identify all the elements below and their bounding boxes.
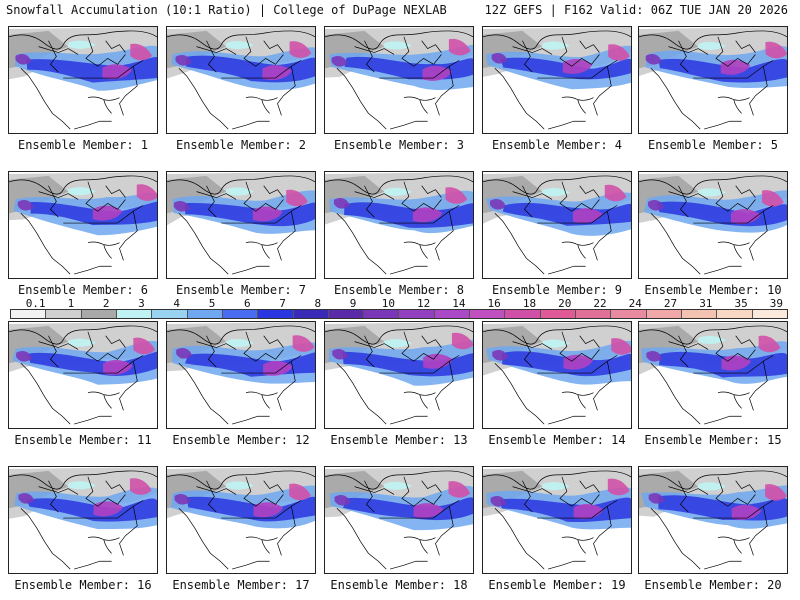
colorbar-swatch [681, 310, 718, 318]
snowfall-map [324, 466, 474, 574]
member-label: Ensemble Member: 19 [488, 578, 626, 592]
member-label: Ensemble Member: 13 [330, 433, 468, 447]
snowfall-map [638, 171, 788, 279]
member-label: Ensemble Member: 3 [333, 138, 465, 152]
snowfall-map [482, 321, 632, 429]
colorbar-tick-label: 6 [243, 297, 251, 310]
snowfall-map [166, 321, 316, 429]
colorbar-swatch [505, 310, 541, 318]
member-label: Ensemble Member: 20 [644, 578, 782, 592]
snowfall-map [324, 321, 474, 429]
snowfall-map [8, 26, 158, 134]
colorbar-tick-label: 35 [734, 297, 748, 310]
member-label: Ensemble Member: 16 [14, 578, 152, 592]
colorbar-swatch [646, 310, 682, 318]
colorbar-tick-label: 0.1 [25, 297, 46, 310]
colorbar-tick-label: 22 [593, 297, 607, 310]
snowfall-map [638, 26, 788, 134]
snowfall-map [166, 171, 316, 279]
colorbar-tick-label: 20 [558, 297, 572, 310]
member-label: Ensemble Member: 5 [647, 138, 779, 152]
colorbar-tick-label: 2 [102, 297, 110, 310]
colorbar-tick-label: 16 [487, 297, 501, 310]
snowfall-map [638, 321, 788, 429]
colorbar-tick-label: 1 [67, 297, 75, 310]
snowfall-map [166, 466, 316, 574]
snowfall-map [8, 321, 158, 429]
member-label: Ensemble Member: 12 [172, 433, 310, 447]
header-title-left: Snowfall Accumulation (10:1 Ratio) | Col… [6, 3, 447, 17]
snowfall-map [324, 171, 474, 279]
colorbar-tick-label: 31 [699, 297, 713, 310]
snowfall-map [482, 466, 632, 574]
snowfall-map [638, 466, 788, 574]
colorbar-swatch [364, 310, 400, 318]
member-label: Ensemble Member: 2 [175, 138, 307, 152]
colorbar-tick-label: 9 [349, 297, 357, 310]
colorbar-tick-label: 8 [314, 297, 322, 310]
member-label: Ensemble Member: 8 [333, 283, 465, 297]
colorbar-swatch [576, 310, 612, 318]
member-label: Ensemble Member: 1 [17, 138, 149, 152]
colorbar-swatch [399, 310, 435, 318]
snowfall-map [482, 26, 632, 134]
member-label: Ensemble Member: 15 [644, 433, 782, 447]
member-label: Ensemble Member: 4 [491, 138, 623, 152]
colorbar-tick-label: 4 [173, 297, 181, 310]
colorbar-swatch [116, 310, 153, 318]
snowfall-map [482, 171, 632, 279]
colorbar-swatch [258, 310, 294, 318]
member-label: Ensemble Member: 11 [14, 433, 152, 447]
member-label: Ensemble Member: 18 [330, 578, 468, 592]
header-title-right: 12Z GEFS | F162 Valid: 06Z TUE JAN 20 20… [484, 3, 788, 17]
colorbar-swatch [81, 310, 117, 318]
colorbar-tick-label: 5 [208, 297, 216, 310]
member-label: Ensemble Member: 10 [644, 283, 782, 297]
colorbar-tick-label: 3 [138, 297, 145, 310]
colorbar-ticks: 0.1 1 2 3 4 5 6 7 8 9 10 12 14 16 18 20 22 24 27 31 35 39 [10, 297, 788, 310]
colorbar-tick-label: 7 [279, 297, 286, 310]
colorbar-tick-label: 39 [769, 297, 783, 310]
snowfall-map [166, 26, 316, 134]
member-label: Ensemble Member: 9 [491, 283, 623, 297]
colorbar-swatch [434, 310, 471, 318]
colorbar-swatch [752, 310, 787, 318]
colorbar-swatch [470, 310, 506, 318]
colorbar-tick-label: 27 [663, 297, 678, 310]
colorbar-swatch [187, 310, 223, 318]
colorbar-swatch [222, 310, 259, 318]
member-label: Ensemble Member: 17 [172, 578, 310, 592]
member-label: Ensemble Member: 14 [488, 433, 626, 447]
colorbar [10, 309, 788, 319]
member-label: Ensemble Member: 6 [17, 283, 149, 297]
colorbar-swatch [11, 310, 47, 318]
colorbar-swatch [611, 310, 647, 318]
colorbar-swatch [152, 310, 188, 318]
colorbar-swatch [46, 310, 82, 318]
colorbar-swatch [328, 310, 365, 318]
colorbar-swatch [717, 310, 753, 318]
snowfall-map [324, 26, 474, 134]
colorbar-tick-label: 12 [417, 297, 431, 310]
colorbar-swatch [293, 310, 329, 318]
snowfall-map [8, 466, 158, 574]
colorbar-tick-label: 18 [522, 297, 537, 310]
snowfall-map [8, 171, 158, 279]
colorbar-swatch [540, 310, 576, 318]
member-label: Ensemble Member: 7 [175, 283, 307, 297]
colorbar-tick-label: 10 [381, 297, 395, 310]
colorbar-tick-label: 14 [452, 297, 466, 310]
colorbar-tick-label: 24 [628, 297, 642, 310]
